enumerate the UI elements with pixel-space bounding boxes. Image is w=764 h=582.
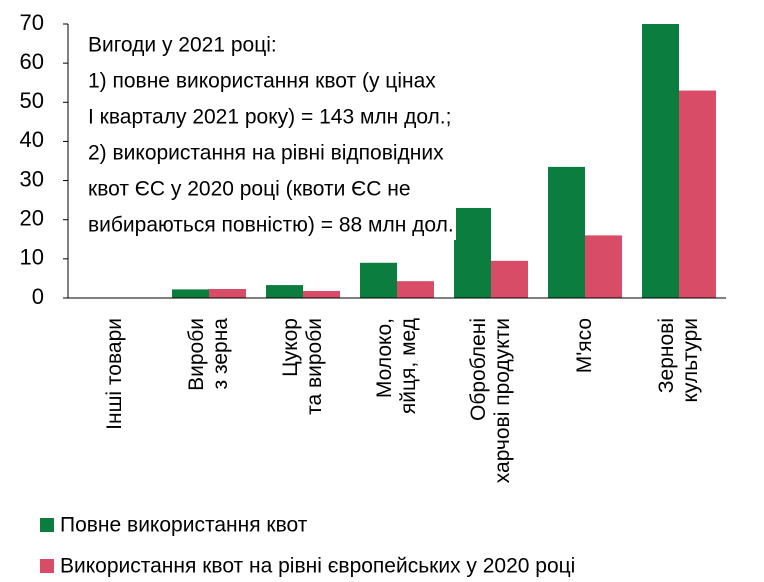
- annotation: 1) повне використання квот (у цінах: [88, 70, 436, 93]
- x-tick-label: Обробленіхарчові продукти: [467, 318, 514, 483]
- y-tick-label: 50: [20, 88, 44, 113]
- x-tick-label: Зерновікультури: [655, 318, 702, 403]
- y-tick-label: 10: [20, 245, 44, 270]
- legend-label: Повне використання квот: [60, 514, 308, 537]
- y-tick-label: 40: [20, 127, 44, 152]
- bar: [548, 166, 585, 298]
- bar: [360, 262, 397, 298]
- y-tick-label: 20: [20, 206, 44, 231]
- bar: [172, 289, 209, 298]
- annotation-box: [72, 22, 456, 240]
- x-tick-label: М'ясо: [573, 318, 596, 373]
- annotation: квот ЄС у 2020 році (квоти ЄС не: [88, 178, 411, 201]
- annotation: І кварталу 2021 року) = 143 млн дол.;: [88, 106, 451, 129]
- bar: [491, 260, 528, 298]
- bar: [642, 24, 679, 298]
- legend-label: Використання квот на рівні європейських …: [60, 555, 575, 578]
- x-tick-label: Виробиз зерна: [185, 318, 232, 391]
- bar: [585, 235, 622, 298]
- legend-swatch: [40, 559, 54, 573]
- y-tick-label: 0: [32, 284, 44, 309]
- annotation: Вигоди у 2021 році:: [88, 34, 277, 57]
- bar: [454, 207, 491, 298]
- annotation: 2) використання на рівні відповідних: [88, 142, 444, 165]
- y-tick-label: 60: [20, 49, 44, 74]
- bar: [679, 90, 716, 299]
- bar: [397, 281, 434, 298]
- y-tick-label: 30: [20, 166, 44, 191]
- y-tick-label: 70: [20, 10, 44, 35]
- x-tick-label: Цукорта вироби: [279, 318, 326, 415]
- bar: [303, 290, 340, 298]
- annotation: вибираються повністю) = 88 млн дол.: [88, 214, 454, 237]
- x-tick-label: Інші товари: [103, 318, 126, 430]
- bar: [209, 288, 246, 298]
- x-tick-label: Молоко,яйця, мед: [373, 318, 420, 414]
- legend-swatch: [40, 518, 54, 532]
- bar: [266, 285, 303, 298]
